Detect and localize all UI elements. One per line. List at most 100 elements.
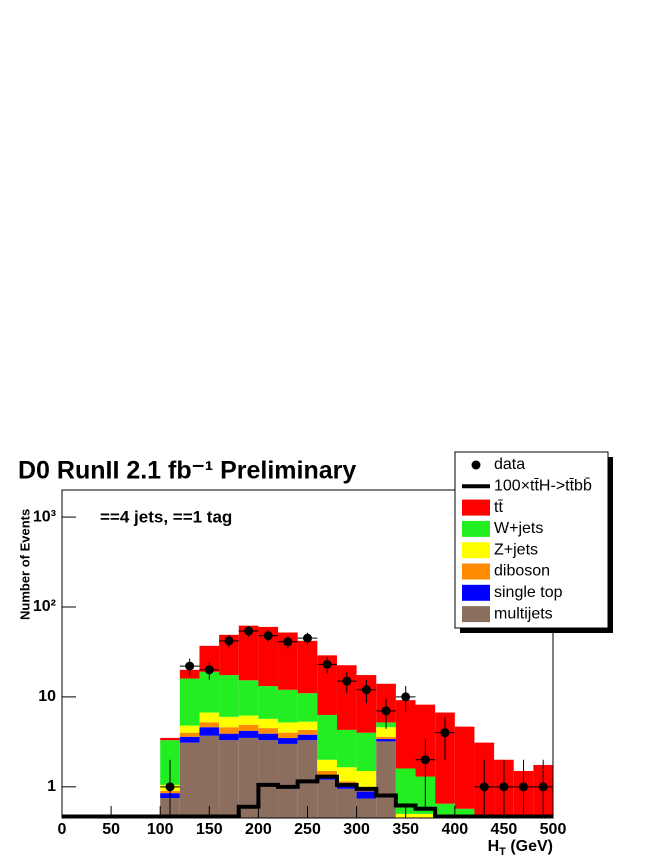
bar-segment <box>219 716 239 728</box>
bar-segment <box>395 768 416 814</box>
x-tick-label: 250 <box>294 821 321 838</box>
y-tick-label: 10³ <box>33 508 56 525</box>
plot-area <box>62 625 553 818</box>
bar-segment <box>297 693 318 722</box>
bar-segment <box>258 733 279 741</box>
legend-label: data <box>494 456 525 473</box>
bar-segment <box>297 721 318 730</box>
bar-segment <box>219 733 239 741</box>
legend-marker <box>471 460 481 470</box>
x-tick-label: 350 <box>392 821 419 838</box>
data-point <box>401 692 411 702</box>
bar-segment <box>238 715 259 725</box>
bar-segment <box>179 732 200 737</box>
bar-segment <box>238 625 259 681</box>
data-point <box>420 755 430 765</box>
bar-segment <box>454 726 475 809</box>
data-point <box>519 782 529 792</box>
bar-segment <box>317 714 337 760</box>
bar-segment <box>317 759 337 771</box>
bar-segment <box>199 735 220 818</box>
bar-segment <box>258 728 279 734</box>
legend: data 100×tt̄H->tt̄bb̄ tt̄ W+jets Z+jets dibos… <box>462 456 592 622</box>
bar-segment <box>238 680 259 716</box>
data-point <box>303 633 312 643</box>
bar-segment <box>297 640 318 694</box>
bar-segment <box>376 736 396 740</box>
bar-segment <box>376 727 396 737</box>
x-label-sub: T <box>499 846 506 858</box>
data-point <box>263 631 273 641</box>
data-point <box>244 626 254 636</box>
bar-segment <box>278 737 298 744</box>
bar-segment <box>238 730 259 738</box>
legend-label: single top <box>494 584 563 601</box>
legend-swatch <box>462 584 490 601</box>
data-point <box>538 782 548 792</box>
bar-segment <box>278 689 298 723</box>
bar-segment <box>179 736 200 743</box>
bar-segment <box>199 727 220 736</box>
bar-segment <box>356 732 377 771</box>
bar-segment <box>297 740 318 818</box>
legend-label: Z+jets <box>494 541 538 558</box>
data-point <box>361 685 371 695</box>
bar-segment <box>317 770 337 777</box>
bar-segment <box>199 722 220 728</box>
bar-segment <box>317 655 337 715</box>
bar-segment <box>238 737 259 818</box>
data-point <box>499 782 509 792</box>
legend-label: tt̄ <box>494 499 503 516</box>
bar-segment <box>199 712 220 723</box>
bar-segment <box>336 788 357 818</box>
legend-swatch <box>462 563 490 580</box>
bar-segment <box>238 724 259 731</box>
bar-segment <box>278 722 298 733</box>
bar-segment <box>179 678 200 726</box>
x-label-unit: (GeV) <box>506 838 553 855</box>
x-tick-label: 200 <box>245 821 272 838</box>
data-point <box>322 659 332 669</box>
bar-segment <box>297 734 318 741</box>
data-point <box>342 676 352 686</box>
x-tick-label: 100 <box>147 821 174 838</box>
data-point <box>440 728 450 738</box>
bar-segment <box>317 779 337 818</box>
x-tick-label: 500 <box>540 821 567 838</box>
y-axis-label: Number of Events <box>17 509 32 620</box>
legend-label: 100×tt̄H->tt̄bb̄ <box>494 477 592 494</box>
bar-segment <box>356 791 377 799</box>
data-point <box>204 665 214 675</box>
chart-title: D0 RunII 2.1 fb⁻¹ Preliminary <box>18 457 356 485</box>
data-point <box>479 782 489 792</box>
bar-segment <box>297 729 318 735</box>
legend-swatch <box>462 499 490 516</box>
y-tick-label: 1 <box>47 778 56 795</box>
bar-segment <box>258 626 279 687</box>
x-tick-label: 0 <box>58 821 67 838</box>
bar-segment <box>219 727 239 734</box>
bar-segment <box>278 632 298 690</box>
data-point <box>283 637 293 647</box>
bar-segment <box>356 770 377 789</box>
bar-segment <box>454 808 475 818</box>
legend-label: diboson <box>494 563 550 580</box>
data-point <box>185 661 195 671</box>
x-axis-label: HT (GeV) <box>488 838 553 858</box>
legend-swatch <box>462 542 490 559</box>
bar-segment <box>435 803 455 818</box>
x-tick-label: 50 <box>102 821 120 838</box>
x-tick-label: 300 <box>343 821 370 838</box>
annotation: ==4 jets, ==1 tag <box>100 507 232 526</box>
legend-label: multijets <box>494 605 553 622</box>
legend-label: W+jets <box>494 520 543 537</box>
x-tick-label: 400 <box>441 821 468 838</box>
data-point <box>165 782 175 792</box>
data-point <box>381 706 391 716</box>
legend-swatch <box>462 606 490 623</box>
y-tick-label: 10 <box>38 688 56 705</box>
data-point <box>224 636 234 646</box>
bar-segment <box>179 725 200 733</box>
